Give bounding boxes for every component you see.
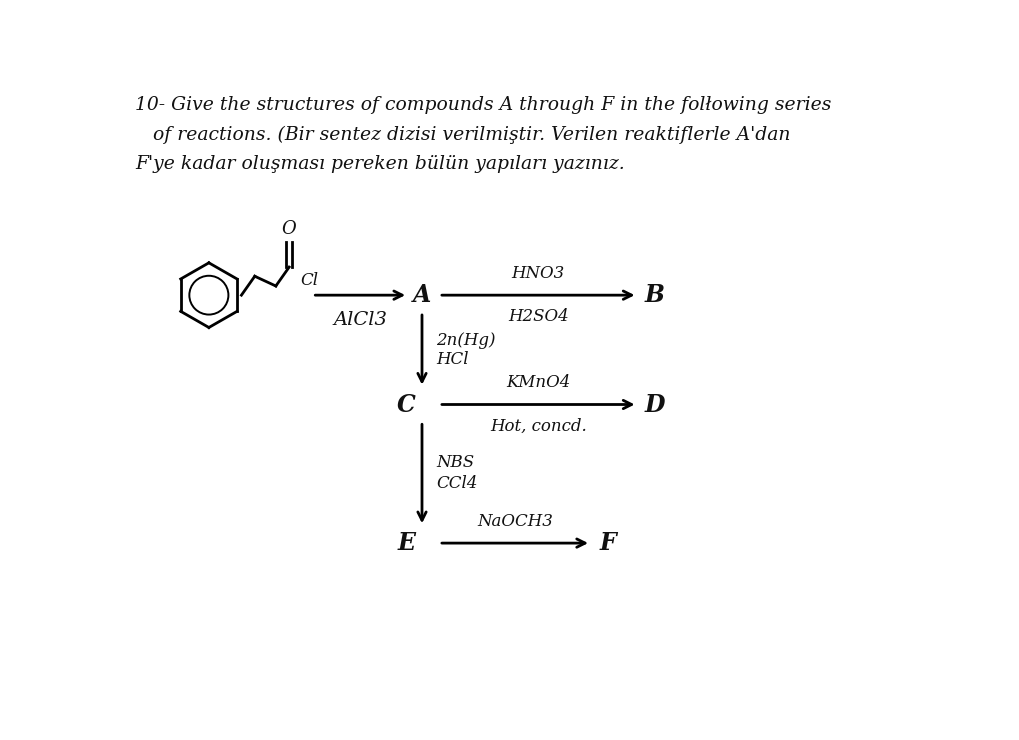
Text: C: C xyxy=(396,392,416,417)
Text: F'ye kadar oluşması pereken bülün yapıları yazınız.: F'ye kadar oluşması pereken bülün yapıla… xyxy=(136,155,625,173)
Text: AlCl3: AlCl3 xyxy=(333,311,387,329)
Text: E: E xyxy=(397,531,415,555)
Text: HCl: HCl xyxy=(435,351,468,368)
Text: NBS: NBS xyxy=(435,454,474,471)
Text: D: D xyxy=(644,392,664,417)
Text: HNO3: HNO3 xyxy=(512,265,565,282)
Text: 2n(Hg): 2n(Hg) xyxy=(435,332,495,349)
Text: O: O xyxy=(281,220,297,238)
Text: B: B xyxy=(644,283,663,307)
Text: NaOCH3: NaOCH3 xyxy=(477,513,552,530)
Text: F: F xyxy=(599,531,615,555)
Text: CCl4: CCl4 xyxy=(435,474,477,491)
Text: of reactions. (Bir sentez dizisi verilmiştir. Verilen reaktiflerle A'dan: of reactions. (Bir sentez dizisi verilmi… xyxy=(136,126,790,144)
Text: A: A xyxy=(413,283,431,307)
Text: H2SO4: H2SO4 xyxy=(507,309,568,326)
Text: Cl: Cl xyxy=(300,272,318,289)
Text: Hot, concd.: Hot, concd. xyxy=(489,417,586,434)
Text: KMnO4: KMnO4 xyxy=(505,374,570,391)
Text: 10- Give the structures of compounds A through F in the folłowing series: 10- Give the structures of compounds A t… xyxy=(136,96,830,115)
